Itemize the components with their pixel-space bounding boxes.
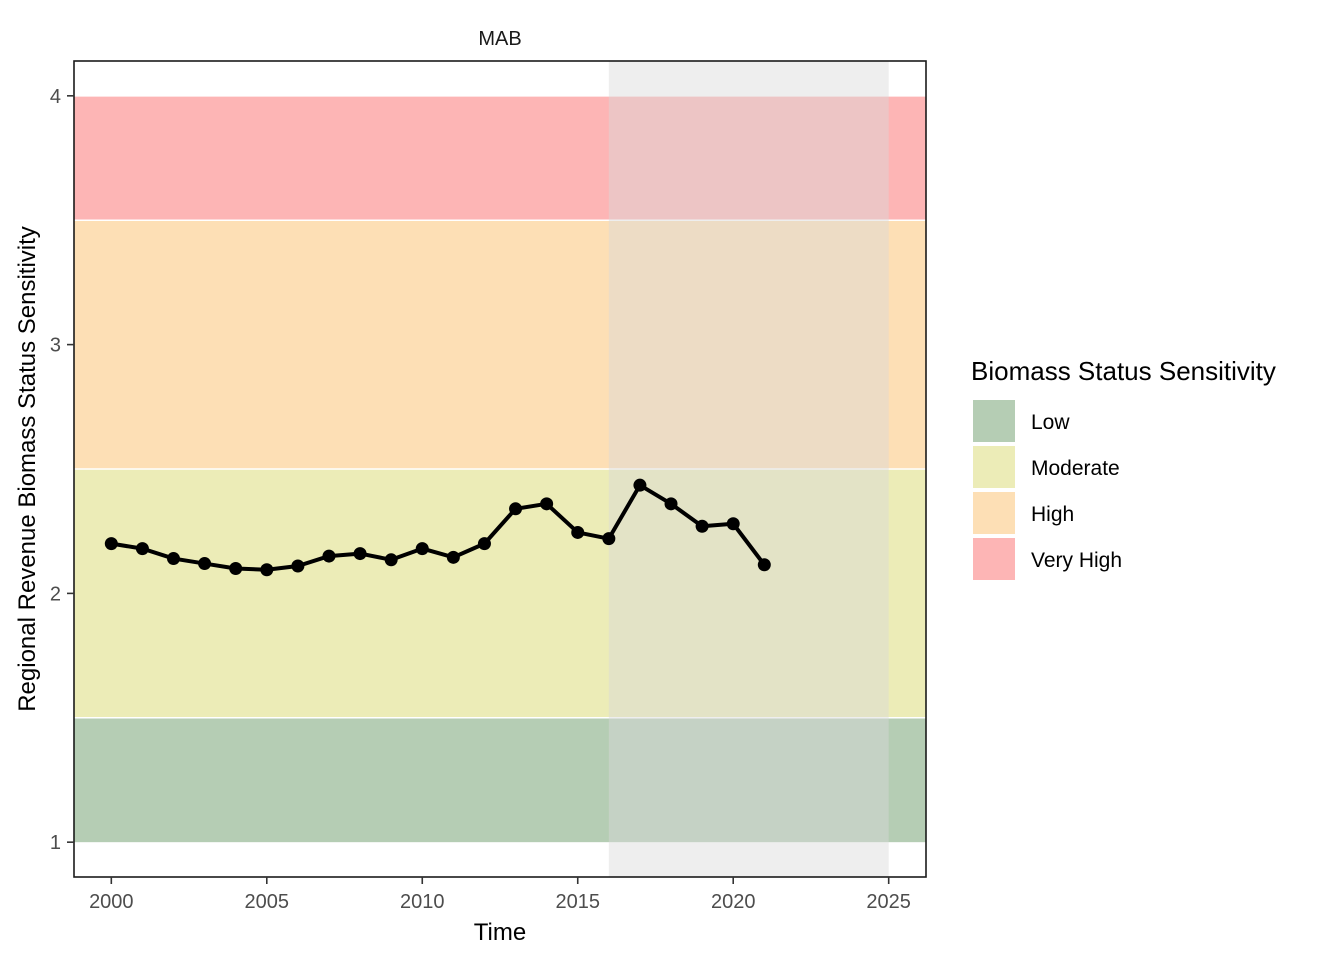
y-tick-label: 3 — [50, 335, 61, 357]
legend-label-high: High — [1031, 503, 1074, 526]
legend-label-very-high: Very High — [1031, 549, 1122, 572]
y-tick-label: 4 — [50, 86, 61, 108]
legend: Biomass Status Sensitivity Low Moderate Hi… — [971, 356, 1276, 580]
data-point-2016 — [602, 532, 616, 546]
legend-label-moderate: Moderate — [1031, 457, 1120, 480]
data-point-2013 — [509, 502, 523, 516]
data-point-2021 — [757, 558, 771, 572]
data-point-2004 — [229, 562, 243, 576]
x-tick-label: 2015 — [555, 891, 600, 913]
legend-key-high — [973, 492, 1015, 534]
data-point-2015 — [571, 525, 585, 539]
legend-key-very-high — [973, 538, 1015, 580]
data-point-2019 — [695, 519, 709, 533]
y-tick-label: 2 — [50, 583, 61, 605]
legend-title: Biomass Status Sensitivity — [971, 356, 1276, 386]
x-tick-label: 2025 — [866, 891, 911, 913]
data-point-2020 — [726, 517, 740, 531]
band-high — [74, 220, 926, 469]
x-tick-label: 2005 — [245, 891, 290, 913]
data-point-2009 — [384, 553, 398, 567]
axes: 2000 2005 2010 2015 2020 2025 1 2 3 4 — [50, 86, 911, 913]
data-point-2010 — [415, 542, 429, 556]
facet-label: MAB — [478, 28, 521, 50]
legend-label-low: Low — [1031, 411, 1070, 434]
band-low — [74, 717, 926, 843]
x-axis-title: Time — [474, 919, 526, 946]
x-tick-label: 2000 — [89, 891, 134, 913]
sensitivity-bands — [74, 95, 926, 843]
data-series — [104, 478, 771, 577]
series-line — [110, 483, 766, 572]
legend-key-moderate — [973, 446, 1015, 488]
data-point-2014 — [540, 497, 554, 511]
data-point-2003 — [198, 557, 212, 571]
x-tick-label: 2020 — [711, 891, 756, 913]
data-point-2017 — [633, 478, 647, 492]
data-point-2006 — [291, 559, 305, 573]
y-axis-title: Regional Revenue Biomass Status Sensitiv… — [14, 226, 41, 712]
data-point-2001 — [135, 542, 149, 556]
y-tick-label: 1 — [50, 832, 61, 854]
panel-border — [73, 60, 927, 878]
data-point-2005 — [260, 563, 274, 577]
x-tick-label: 2010 — [400, 891, 445, 913]
recent-period-highlight — [608, 61, 889, 877]
data-point-2011 — [446, 550, 460, 564]
legend-key-low — [973, 400, 1015, 442]
data-point-2018 — [664, 497, 678, 511]
data-point-2007 — [322, 549, 336, 563]
band-very-high — [74, 95, 926, 221]
data-point-2000 — [104, 537, 118, 551]
data-point-2012 — [477, 537, 491, 551]
data-point-2002 — [167, 552, 181, 566]
data-point-2008 — [353, 547, 367, 561]
band-moderate — [74, 469, 926, 718]
